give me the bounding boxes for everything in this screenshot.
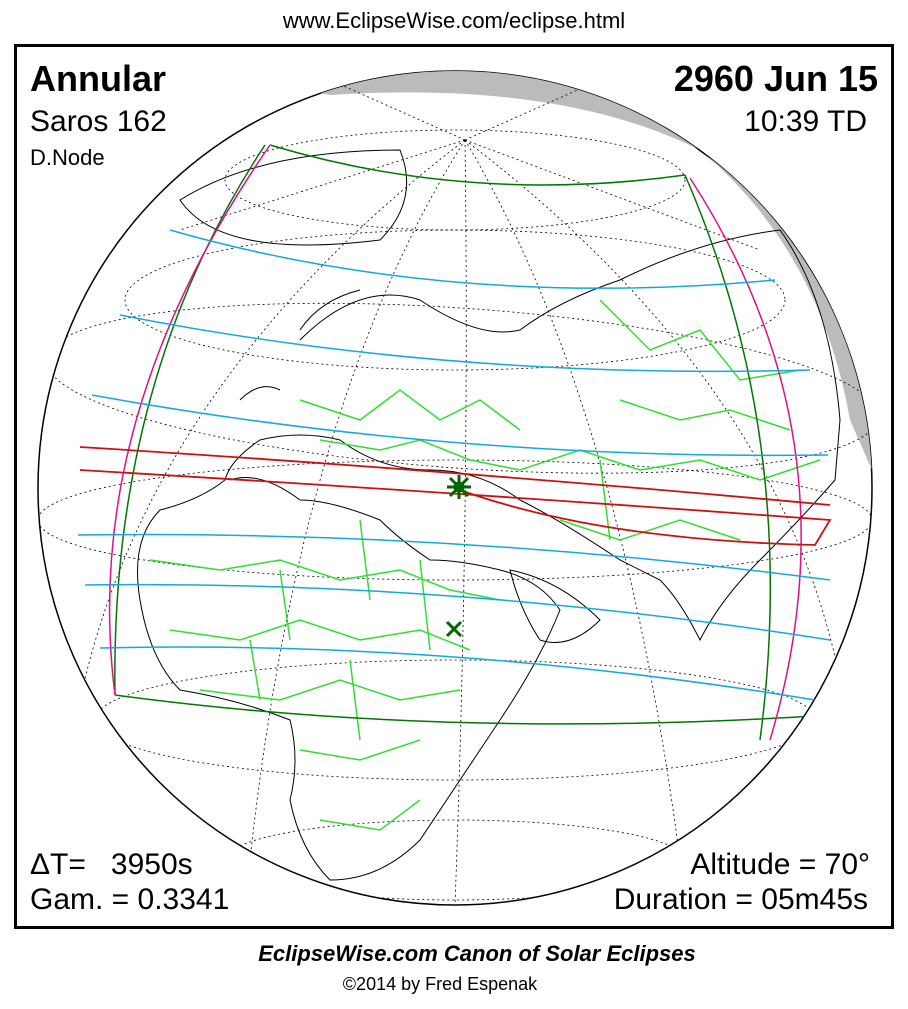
url: www.EclipseWise.com/eclipse.html: [282, 8, 625, 33]
delta-t: ΔT= 3950s: [30, 848, 193, 881]
borders: [149, 299, 821, 831]
greatest-eclipse: [447, 475, 471, 499]
sub-solar-point: [445, 620, 463, 638]
time: 10:39 TD: [744, 105, 867, 138]
eclipse-paths: [77, 144, 832, 741]
altitude: Altitude = 70°: [690, 848, 870, 881]
globe: [37, 70, 873, 906]
node: D.Node: [30, 145, 105, 170]
coastlines: [137, 149, 841, 881]
copyright: ©2014 by Fred Espenak: [343, 974, 538, 994]
gamma: Gam. = 0.3341: [30, 883, 229, 916]
eclipse-type: Annular: [30, 58, 166, 99]
saros: Saros 162: [30, 105, 167, 138]
duration: Duration = 05m45s: [614, 883, 868, 916]
footer-title: EclipseWise.com Canon of Solar Eclipses: [258, 941, 696, 966]
date: 2960 Jun 15: [674, 58, 878, 99]
